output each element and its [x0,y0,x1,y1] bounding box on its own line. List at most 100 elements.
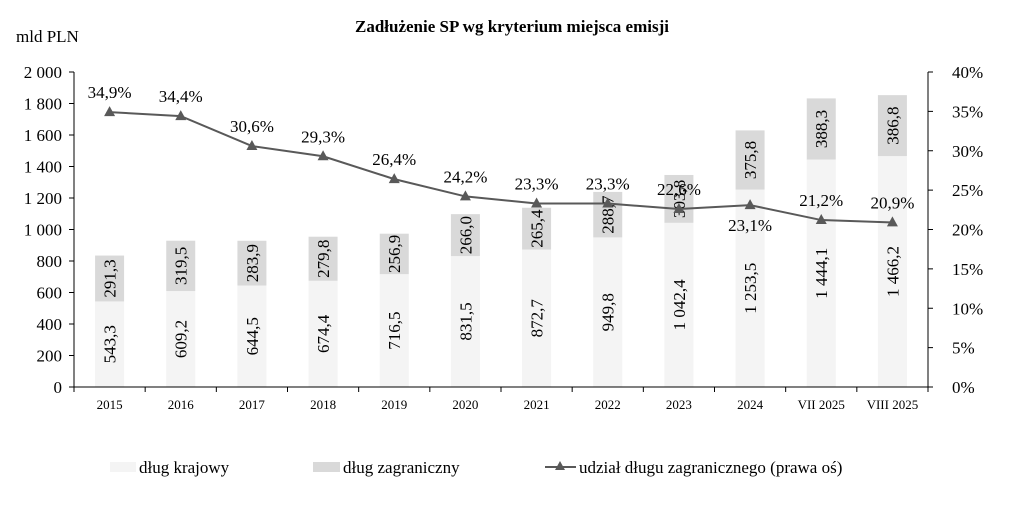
triangle-marker-icon [388,173,400,184]
y2-tick-label: 35% [952,102,983,121]
triangle-marker-icon [531,197,543,208]
y-tick-label: 800 [37,252,63,271]
foreign-debt-value-label: 265,4 [528,209,547,248]
y2-tick-label: 20% [952,221,983,240]
x-tick-label: 2023 [666,397,692,412]
x-tick-label: VII 2025 [798,397,845,412]
legend-label-share: udział długu zagranicznego (prawa oś) [579,458,842,477]
x-tick-label: 2018 [310,397,336,412]
bar-domestic-debt [166,291,196,387]
triangle-marker-icon [886,216,898,227]
domestic-debt-value-label: 1 253,5 [741,263,760,314]
bar-foreign-debt [735,130,765,190]
y-tick-label: 200 [37,347,63,366]
x-tick-label: VIII 2025 [867,397,919,412]
x-tick-label: 2021 [524,397,550,412]
domestic-debt-value-label: 674,4 [314,314,333,353]
foreign-debt-value-label: 386,8 [883,106,902,144]
y-tick-label: 600 [37,284,63,303]
bars-layer [95,95,907,387]
x-tick-label: 2016 [168,397,195,412]
y2-tick-label: 30% [952,142,983,161]
y-tick-label: 1 400 [24,158,62,177]
legend-swatch-foreign [313,462,340,472]
axes-layer: 0 200 400 600 800 1 000 1 200 1 400 1 600 1 800 2 … [24,63,983,412]
bar-foreign-debt [379,233,409,275]
bar-foreign-debt [308,236,338,281]
share-value-label: 26,4% [372,150,416,169]
y-tick-label: 0 [54,378,63,397]
domestic-debt-value-label: 716,5 [385,311,404,349]
domestic-debt-value-label: 1 042,4 [670,279,689,331]
triangle-marker-icon [459,190,471,201]
bar-foreign-debt [806,98,836,160]
y-axis-unit-label: mld PLN [16,27,79,46]
bar-foreign-debt [166,240,196,292]
legend: dług krajowy dług zagraniczny udział długu… [110,458,842,477]
bar-domestic-debt [237,285,267,387]
bar-foreign-debt [522,207,552,250]
domestic-debt-value-label: 949,8 [599,293,618,331]
triangle-marker-icon [815,214,827,225]
bar-foreign-debt [95,255,125,302]
triangle-marker-icon [246,140,258,151]
triangle-marker-icon [673,203,685,214]
bar-domestic-debt [522,249,552,387]
y2-tick-label: 5% [952,339,975,358]
x-tick-label: 2019 [381,397,407,412]
triangle-marker-icon [175,110,187,121]
bar-domestic-debt [877,156,907,387]
share-line-layer: 34,9% 34,4% 30,6% 29,3% 26,4% 24,2% 23,3% 23,3%… [88,83,915,235]
share-value-label: 23,1% [728,216,772,235]
bar-domestic-debt [450,256,480,387]
triangle-marker-icon [744,199,756,210]
y-tick-label: 1 000 [24,221,62,240]
bar-domestic-debt [806,159,836,387]
y2-tick-label: 40% [952,63,983,82]
x-tick-label: 2022 [595,397,621,412]
x-tick-label: 2024 [737,397,764,412]
domestic-debt-value-label: 831,5 [456,302,475,340]
chart-title: Zadłużenie SP wg kryterium miejsca emisj… [355,17,669,36]
share-line [109,111,893,224]
bar-foreign-debt [450,214,480,257]
y2-tick-label: 0% [952,378,975,397]
legend-swatch-domestic [110,462,136,472]
share-value-label: 20,9% [870,193,914,212]
domestic-debt-value-label: 644,5 [243,317,262,355]
share-value-label: 34,9% [88,83,132,102]
domestic-debt-value-label: 1 444,1 [812,248,831,299]
y-tick-label: 400 [37,315,63,334]
y2-tick-label: 25% [952,181,983,200]
bar-domestic-debt [95,301,125,387]
domestic-debt-value-label: 1 466,2 [883,246,902,297]
y2-tick-label: 10% [952,299,983,318]
triangle-marker-icon [602,197,614,208]
legend-triangle-icon [555,461,565,470]
domestic-debt-value-label: 609,2 [172,320,191,358]
share-value-label: 22,6% [657,180,701,199]
share-value-label: 24,2% [443,167,487,186]
domestic-debt-value-label: 543,3 [101,325,120,363]
foreign-debt-value-label: 319,5 [172,247,191,285]
foreign-debt-value-label: 256,9 [385,235,404,273]
bar-domestic-debt [664,222,694,387]
bar-labels-layer: 543,3 291,3 609,2 319,5 644,5 283,9 674,4 279,8… [101,106,903,363]
x-tick-label: 2015 [97,397,123,412]
domestic-debt-value-label: 872,7 [528,299,547,338]
foreign-debt-value-label: 375,8 [741,141,760,179]
y-tick-label: 1 200 [24,189,62,208]
y-tick-label: 1 800 [24,95,62,114]
share-value-label: 23,3% [515,175,559,194]
share-value-label: 21,2% [799,191,843,210]
foreign-debt-value-label: 388,3 [812,110,831,148]
share-value-label: 34,4% [159,87,203,106]
bar-domestic-debt [735,189,765,387]
x-tick-label: 2017 [239,397,266,412]
bar-foreign-debt [237,240,267,286]
legend-label-foreign: dług zagraniczny [343,458,460,477]
triangle-marker-icon [104,106,116,117]
legend-label-domestic: dług krajowy [139,458,230,477]
y-tick-label: 1 600 [24,126,62,145]
y-tick-label: 2 000 [24,63,62,82]
